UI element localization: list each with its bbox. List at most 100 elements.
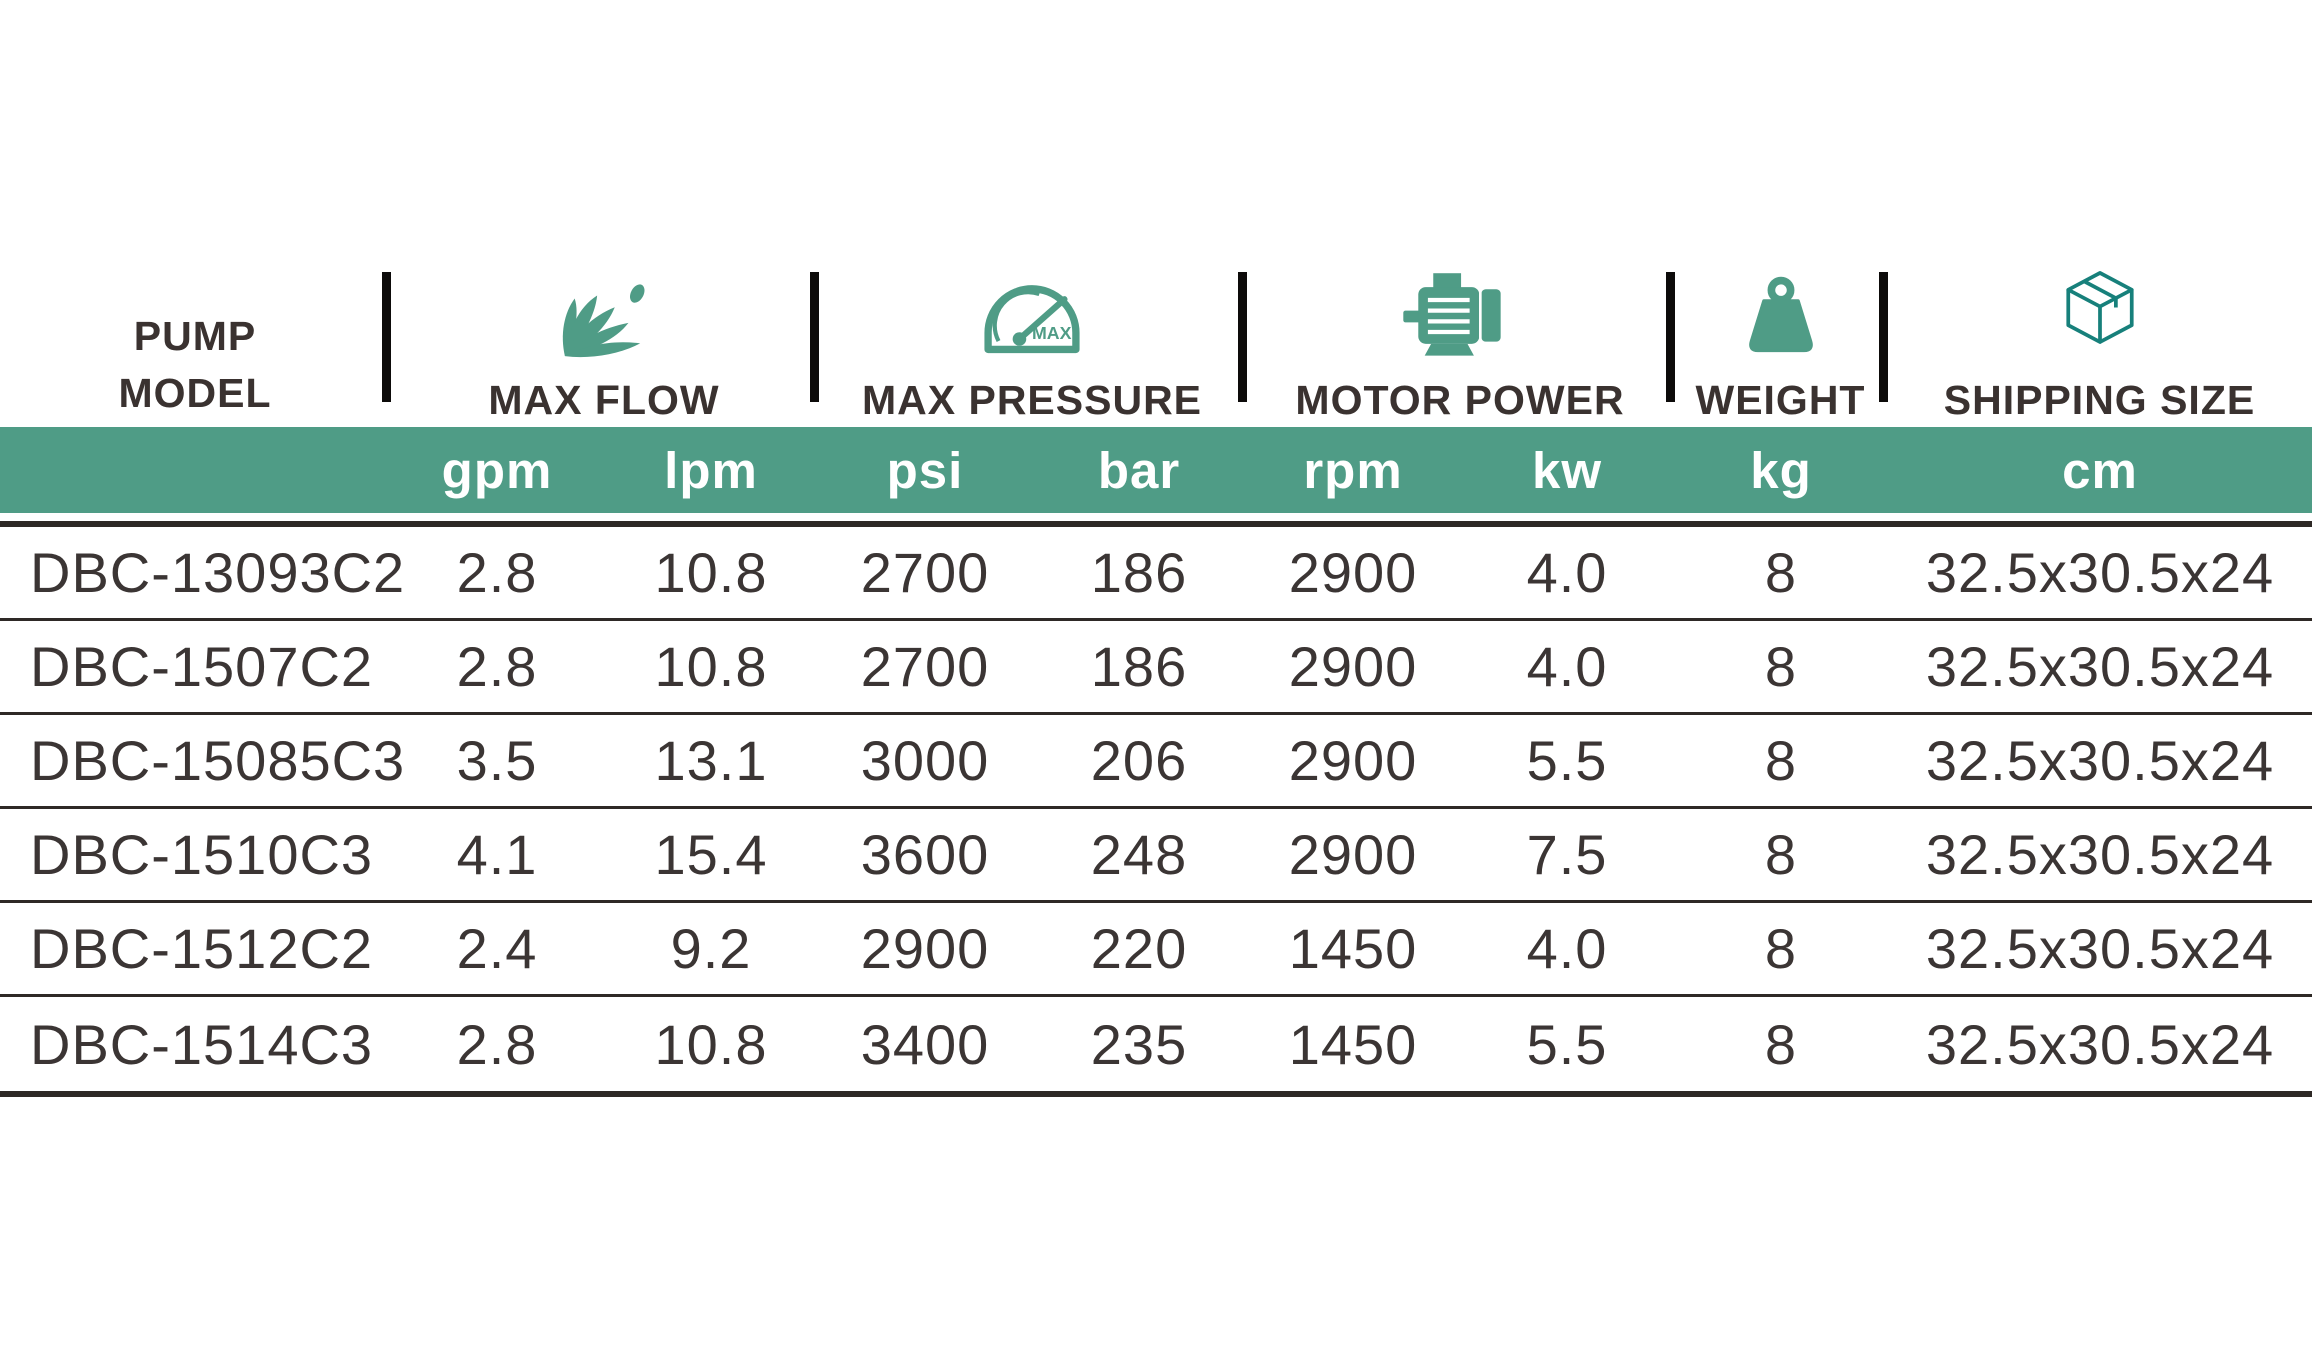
unit-cell-kw: kw bbox=[1531, 441, 1603, 499]
cell-rpm: 2900 bbox=[1288, 823, 1418, 886]
column-group-max-pressure: MAX MAX PRESSURE bbox=[818, 258, 1246, 422]
cell-kw: 7.5 bbox=[1526, 823, 1608, 886]
cell-lpm: 15.4 bbox=[654, 823, 768, 886]
cell-model: DBC-1512C2 bbox=[30, 917, 374, 980]
cell-gpm: 4.1 bbox=[456, 823, 538, 886]
cell-kw: 4.0 bbox=[1526, 635, 1608, 698]
cell-cm: 32.5x30.5x24 bbox=[1925, 1012, 2275, 1076]
cell-lpm: 10.8 bbox=[654, 1012, 768, 1076]
max-flow-heading: MAX FLOW bbox=[488, 377, 720, 423]
cell-cm: 32.5x30.5x24 bbox=[1925, 635, 2275, 698]
header-divider bbox=[810, 272, 819, 402]
column-group-shipping-size: SHIPPING SIZE bbox=[1887, 258, 2312, 422]
cell-gpm: 3.5 bbox=[456, 729, 538, 792]
column-group-max-flow: MAX FLOW bbox=[390, 258, 818, 422]
unit-header-row: gpm lpm psi bar rpm kw kg cm bbox=[0, 427, 2312, 513]
cell-model: DBC-1514C3 bbox=[30, 1012, 374, 1076]
pump-model-line1: PUMP bbox=[133, 313, 257, 359]
table-body: DBC-13093C2 2.8 10.8 2700 186 2900 4.0 8 32.5x30… bbox=[0, 527, 2312, 1091]
cell-psi: 2700 bbox=[860, 635, 990, 698]
cell-kw: 5.5 bbox=[1526, 1012, 1608, 1076]
header-divider bbox=[1879, 272, 1888, 402]
cell-model: DBC-13093C2 bbox=[30, 541, 406, 604]
cell-kg: 8 bbox=[1764, 635, 1798, 698]
max-pressure-heading: MAX PRESSURE bbox=[861, 377, 1203, 423]
table-row: DBC-15085C3 3.5 13.1 3000 206 2900 5.5 8 32.5x30… bbox=[0, 715, 2312, 809]
cell-kw: 4.0 bbox=[1526, 541, 1608, 604]
header-divider bbox=[1666, 272, 1675, 402]
cell-kw: 4.0 bbox=[1526, 917, 1608, 980]
cell-bar: 248 bbox=[1090, 823, 1188, 886]
header-divider bbox=[382, 272, 391, 402]
unit-cell-cm: cm bbox=[2062, 441, 2138, 499]
unit-cell-lpm: lpm bbox=[664, 441, 758, 499]
table-bottom-rule bbox=[0, 1091, 2312, 1097]
table-row: DBC-1507C2 2.8 10.8 2700 186 2900 4.0 8 32.5x30.… bbox=[0, 621, 2312, 715]
unit-cell-rpm: rpm bbox=[1303, 441, 1403, 499]
table-header: PUMP MODEL MAX FLOW bbox=[0, 258, 2312, 422]
cell-cm: 32.5x30.5x24 bbox=[1925, 917, 2275, 980]
table-top-rule bbox=[0, 521, 2312, 527]
cell-kg: 8 bbox=[1764, 1012, 1798, 1076]
cell-rpm: 2900 bbox=[1288, 635, 1418, 698]
cell-lpm: 9.2 bbox=[670, 917, 752, 980]
cell-bar: 235 bbox=[1090, 1012, 1188, 1076]
weight-heading: WEIGHT bbox=[1695, 377, 1866, 423]
column-group-motor-power: MOTOR POWER bbox=[1246, 258, 1674, 422]
cell-psi: 3000 bbox=[860, 729, 990, 792]
cell-cm: 32.5x30.5x24 bbox=[1925, 823, 2275, 886]
cell-lpm: 13.1 bbox=[654, 729, 768, 792]
pump-model-line2: MODEL bbox=[118, 370, 272, 416]
shipping-box-icon bbox=[2058, 270, 2142, 362]
water-splash-icon bbox=[554, 270, 654, 362]
cell-model: DBC-15085C3 bbox=[30, 729, 406, 792]
unit-cell-bar: bar bbox=[1097, 441, 1181, 499]
unit-cell-gpm: gpm bbox=[441, 441, 553, 499]
pump-model-heading: PUMP MODEL bbox=[118, 308, 271, 422]
pressure-gauge-icon: MAX bbox=[974, 270, 1090, 362]
shipping-size-heading: SHIPPING SIZE bbox=[1943, 377, 2256, 423]
cell-psi: 3400 bbox=[860, 1012, 990, 1076]
cell-cm: 32.5x30.5x24 bbox=[1925, 541, 2275, 604]
table-row: DBC-1510C3 4.1 15.4 3600 248 2900 7.5 8 32.5x30.… bbox=[0, 809, 2312, 903]
unit-cell-kg: kg bbox=[1750, 441, 1812, 499]
header-divider bbox=[1238, 272, 1247, 402]
cell-lpm: 10.8 bbox=[654, 541, 768, 604]
column-group-weight: WEIGHT bbox=[1674, 258, 1887, 422]
table-row: DBC-1512C2 2.4 9.2 2900 220 1450 4.0 8 32.5x30.5… bbox=[0, 903, 2312, 997]
cell-rpm: 1450 bbox=[1288, 917, 1418, 980]
cell-gpm: 2.4 bbox=[456, 917, 538, 980]
cell-rpm: 2900 bbox=[1288, 729, 1418, 792]
electric-motor-icon bbox=[1401, 270, 1519, 362]
cell-kg: 8 bbox=[1764, 541, 1798, 604]
cell-kw: 5.5 bbox=[1526, 729, 1608, 792]
cell-bar: 206 bbox=[1090, 729, 1188, 792]
cell-cm: 32.5x30.5x24 bbox=[1925, 729, 2275, 792]
unit-cell-psi: psi bbox=[886, 441, 964, 499]
cell-gpm: 2.8 bbox=[456, 541, 538, 604]
cell-rpm: 1450 bbox=[1288, 1012, 1418, 1076]
cell-kg: 8 bbox=[1764, 729, 1798, 792]
column-group-pump-model: PUMP MODEL bbox=[0, 258, 390, 422]
gauge-max-text: MAX bbox=[1032, 323, 1072, 343]
motor-power-heading: MOTOR POWER bbox=[1295, 377, 1625, 423]
cell-kg: 8 bbox=[1764, 823, 1798, 886]
cell-bar: 186 bbox=[1090, 541, 1188, 604]
table-row: DBC-1514C3 2.8 10.8 3400 235 1450 5.5 8 32.5x30.… bbox=[0, 997, 2312, 1091]
cell-bar: 186 bbox=[1090, 635, 1188, 698]
unit-cell-empty bbox=[0, 427, 390, 513]
cell-psi: 2900 bbox=[860, 917, 990, 980]
cell-bar: 220 bbox=[1090, 917, 1188, 980]
cell-lpm: 10.8 bbox=[654, 635, 768, 698]
cell-psi: 3600 bbox=[860, 823, 990, 886]
cell-rpm: 2900 bbox=[1288, 541, 1418, 604]
cell-model: DBC-1510C3 bbox=[30, 823, 374, 886]
cell-psi: 2700 bbox=[860, 541, 990, 604]
cell-model: DBC-1507C2 bbox=[30, 635, 374, 698]
table-row: DBC-13093C2 2.8 10.8 2700 186 2900 4.0 8 32.5x30… bbox=[0, 527, 2312, 621]
cell-gpm: 2.8 bbox=[456, 635, 538, 698]
cell-gpm: 2.8 bbox=[456, 1012, 538, 1076]
weight-icon bbox=[1733, 270, 1829, 362]
cell-kg: 8 bbox=[1764, 917, 1798, 980]
